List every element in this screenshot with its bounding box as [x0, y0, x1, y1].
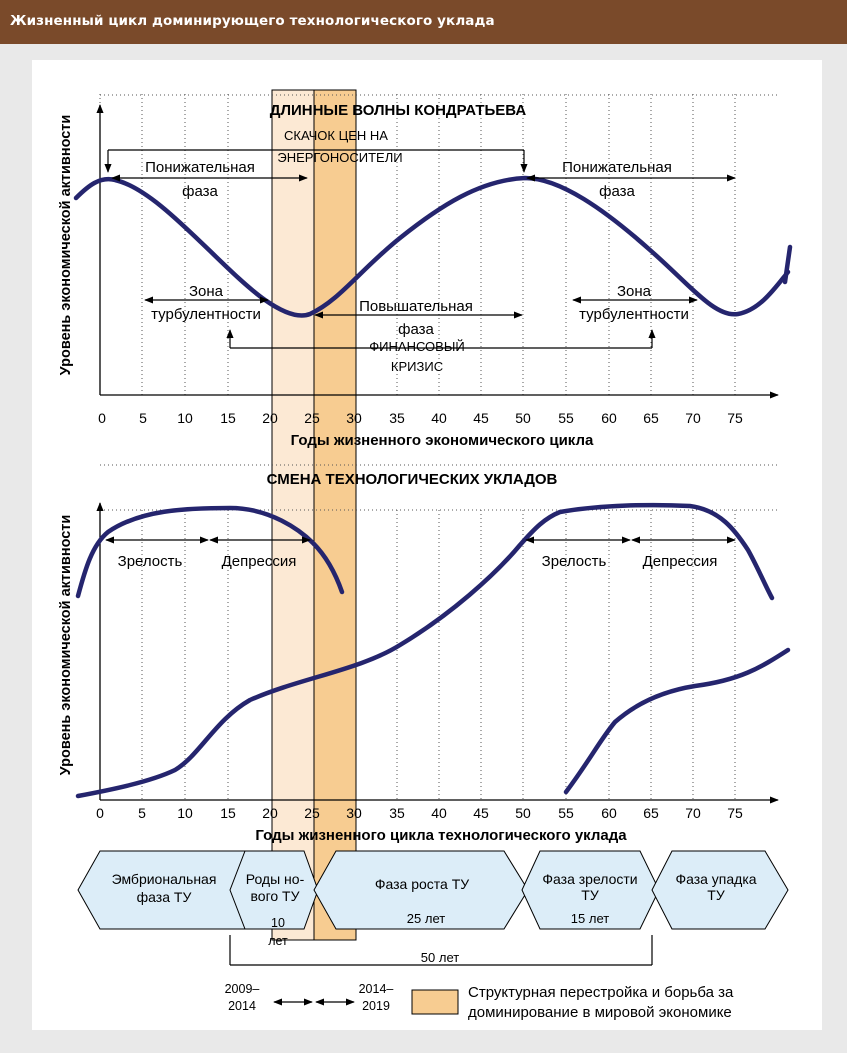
down-phase-right-label2: фаза — [599, 183, 635, 200]
bottom-tick-35: 35 — [389, 805, 405, 821]
financial-crisis-line2: КРИЗИС — [391, 359, 443, 374]
top-tick-55: 55 — [558, 410, 574, 426]
turbulence-right-label2: турбулентности — [579, 306, 689, 323]
up-phase-label: Повышательная — [359, 298, 473, 315]
phase-embryo-label2: фаза ТУ — [137, 889, 192, 905]
top-tick-30: 30 — [346, 410, 362, 426]
period2-line1: 2014– — [359, 982, 394, 996]
down-phase-left-label: Понижательная — [145, 159, 255, 176]
bottom-tick-20: 20 — [262, 805, 278, 821]
bottom-tick-25: 25 — [304, 805, 320, 821]
old-tu-maturity-curve — [75, 505, 345, 599]
bottom-tick-50: 50 — [515, 805, 531, 821]
period1-line2: 2014 — [228, 999, 256, 1013]
phase-decline-arrow — [651, 850, 789, 930]
bottom-tick-labels: 0 5 10 15 20 25 30 35 40 45 50 55 60 65 … — [96, 805, 743, 821]
top-tick-65: 65 — [643, 410, 659, 426]
header-title: Жизненный цикл доминирующего технологиче… — [10, 13, 495, 29]
phase-growth-label: Фаза роста ТУ — [375, 876, 469, 892]
down-phase-right-label: Понижательная — [562, 159, 672, 176]
bottom-tick-75: 75 — [727, 805, 743, 821]
fifty-years-bracket — [229, 935, 653, 966]
price-jump-line1: СКАЧОК ЦЕН НА — [284, 128, 388, 143]
top-tick-75: 75 — [727, 410, 743, 426]
legend-swatch — [411, 989, 459, 1015]
up-phase-label2: фаза — [398, 321, 434, 338]
bottom-tick-0: 0 — [96, 805, 104, 821]
bottom-x-label: Годы жизненного цикла технологического у… — [255, 827, 627, 844]
bottom-tick-10: 10 — [177, 805, 193, 821]
maturity-right-label: Зрелость — [542, 553, 607, 570]
top-tick-25: 25 — [304, 410, 320, 426]
legend-line1: Структурная перестройка и борьба за — [468, 984, 734, 1001]
depression-right-label: Депрессия — [643, 553, 718, 570]
band-2014-2019 — [313, 89, 357, 941]
period1-line1: 2009– — [225, 982, 260, 996]
down-phase-left-label2: фаза — [182, 183, 218, 200]
top-tick-60: 60 — [601, 410, 617, 426]
bottom-tick-70: 70 — [685, 805, 701, 821]
bottom-tick-40: 40 — [431, 805, 447, 821]
phase-growth-years: 25 лет — [407, 911, 445, 926]
bottom-tick-15: 15 — [220, 805, 236, 821]
bottom-tick-45: 45 — [473, 805, 489, 821]
phase-birth-years2: лет — [268, 934, 288, 948]
kondratiev-wave-curve — [73, 175, 791, 318]
period2-line2: 2019 — [362, 999, 390, 1013]
price-jump-bracket — [104, 149, 528, 173]
bottom-tick-65: 65 — [643, 805, 659, 821]
phase-decline-label1: Фаза упадка — [675, 871, 756, 887]
top-tick-labels: 0 5 10 15 20 25 30 35 40 45 50 55 60 65 … — [98, 410, 743, 426]
phase-birth-label2: вого ТУ — [251, 888, 300, 904]
phase-birth-years1: 10 — [271, 916, 285, 930]
price-jump-line2: ЭНЕРГОНОСИТЕЛИ — [277, 150, 402, 165]
top-chart-title: ДЛИННЫЕ ВОЛНЫ КОНДРАТЬЕВА — [270, 102, 527, 119]
turbulence-left-label: Зона — [189, 283, 224, 300]
top-tick-50: 50 — [515, 410, 531, 426]
top-tick-45: 45 — [473, 410, 489, 426]
legend-line2: доминирование в мировой экономике — [468, 1004, 732, 1021]
top-y-label: Уровень экономической активности — [58, 115, 74, 376]
top-tick-15: 15 — [220, 410, 236, 426]
phase-decline-label2: ТУ — [707, 887, 725, 903]
new-tu-growth-curve — [75, 502, 775, 799]
financial-crisis-bracket — [226, 329, 656, 349]
bottom-chart-title: СМЕНА ТЕХНОЛОГИЧЕСКИХ УКЛАДОВ — [267, 471, 558, 488]
top-tick-70: 70 — [685, 410, 701, 426]
phase-maturity-label2: ТУ — [581, 887, 599, 903]
phase-maturity-years: 15 лет — [571, 911, 609, 926]
phase-arrows — [77, 850, 789, 930]
bottom-y-label: Уровень экономической активности — [58, 515, 74, 776]
bottom-tick-55: 55 — [558, 805, 574, 821]
turbulence-left-label2: турбулентности — [151, 306, 261, 323]
top-tick-40: 40 — [431, 410, 447, 426]
bottom-tick-5: 5 — [138, 805, 146, 821]
top-tick-5: 5 — [139, 410, 147, 426]
bottom-tick-30: 30 — [346, 805, 362, 821]
phase-birth-label1: Роды но- — [246, 871, 305, 887]
turbulence-right-label: Зона — [617, 283, 652, 300]
phase-embryo-label1: Эмбриональная — [112, 871, 217, 887]
maturity-left-label: Зрелость — [118, 553, 183, 570]
top-tick-10: 10 — [177, 410, 193, 426]
top-tick-20: 20 — [262, 410, 278, 426]
top-tick-35: 35 — [389, 410, 405, 426]
fifty-years-label: 50 лет — [421, 950, 459, 965]
header-bar: Жизненный цикл доминирующего технологиче… — [0, 0, 847, 44]
top-x-label: Годы жизненного экономического цикла — [291, 432, 594, 449]
depression-left-label: Депрессия — [222, 553, 297, 570]
financial-crisis-line1: ФИНАНСОВЫЙ — [369, 339, 464, 354]
bottom-tick-60: 60 — [601, 805, 617, 821]
kondratiev-wave-tail — [782, 244, 793, 285]
next-tu-curve — [563, 647, 791, 795]
phase-maturity-label1: Фаза зрелости — [542, 871, 637, 887]
top-tick-0: 0 — [98, 410, 106, 426]
